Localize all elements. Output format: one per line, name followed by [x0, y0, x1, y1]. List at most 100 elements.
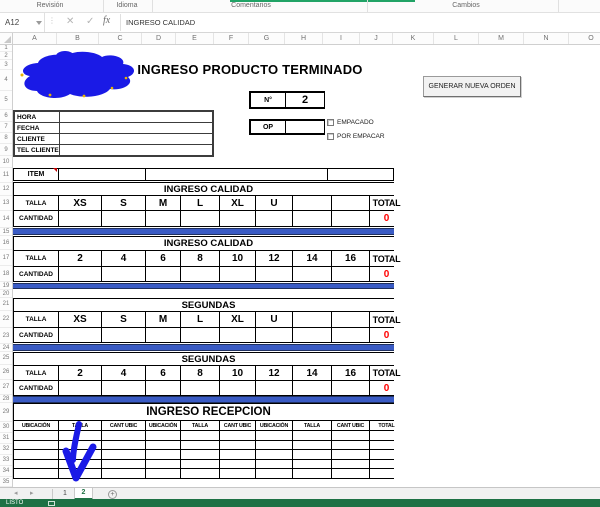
reception-cell[interactable] — [102, 459, 145, 469]
reception-cell[interactable] — [293, 440, 331, 450]
sheet-tab-1[interactable]: 1 — [63, 490, 67, 497]
reception-cell[interactable] — [181, 459, 219, 469]
cancel-icon[interactable]: ✕ — [66, 16, 75, 27]
reception-cell[interactable] — [293, 469, 331, 478]
reception-cell[interactable] — [332, 431, 369, 440]
name-box[interactable]: A12 — [0, 13, 45, 32]
reception-cell[interactable] — [370, 459, 403, 469]
qty-cell[interactable] — [256, 328, 292, 342]
row-header[interactable]: 26 — [0, 365, 12, 380]
qty-cell[interactable] — [102, 211, 145, 226]
reception-cell[interactable] — [370, 469, 403, 478]
macro-record-icon[interactable] — [48, 500, 55, 506]
sheet-nav-left-icon[interactable]: ◂ — [14, 490, 18, 497]
qty-cell[interactable] — [220, 381, 255, 395]
qty-cell[interactable] — [146, 328, 180, 342]
row-header[interactable]: 12 — [0, 183, 12, 196]
reception-cell[interactable] — [220, 459, 255, 469]
reception-cell[interactable] — [146, 469, 180, 478]
reception-cell[interactable] — [256, 440, 292, 450]
reception-cell[interactable] — [14, 450, 58, 459]
ribbon-group-idioma[interactable]: Idioma — [116, 2, 138, 9]
qty-cell[interactable] — [181, 381, 219, 395]
qty-cell[interactable] — [102, 328, 145, 342]
qty-cell[interactable] — [181, 211, 219, 226]
reception-cell[interactable] — [256, 431, 292, 440]
row-header[interactable]: 31 — [0, 433, 12, 444]
reception-cell[interactable] — [370, 440, 403, 450]
row-header[interactable]: 1 — [0, 45, 12, 52]
reception-cell[interactable] — [181, 469, 219, 478]
column-header[interactable]: F — [214, 33, 249, 44]
column-header[interactable]: L — [434, 33, 479, 44]
op-value[interactable] — [286, 121, 324, 133]
reception-cell[interactable] — [181, 440, 219, 450]
reception-cell[interactable] — [102, 431, 145, 440]
column-header[interactable]: D — [142, 33, 176, 44]
qty-cell[interactable] — [59, 267, 101, 281]
row-header[interactable]: 7 — [0, 122, 12, 133]
row-header[interactable]: 35 — [0, 477, 12, 487]
qty-cell[interactable] — [59, 381, 101, 395]
reception-cell[interactable] — [14, 459, 58, 469]
sheet-nav-right-icon[interactable]: ▸ — [30, 490, 34, 497]
row-header[interactable]: 11 — [0, 168, 12, 183]
row-header[interactable]: 2 — [0, 52, 12, 60]
reception-cell[interactable] — [370, 450, 403, 459]
reception-cell[interactable] — [332, 450, 369, 459]
reception-cell[interactable] — [332, 469, 369, 478]
reception-cell[interactable] — [146, 459, 180, 469]
qty-cell[interactable] — [293, 211, 331, 226]
reception-cell[interactable] — [332, 440, 369, 450]
column-header[interactable]: B — [57, 33, 99, 44]
reception-cell[interactable] — [220, 450, 255, 459]
column-header[interactable]: K — [393, 33, 434, 44]
generar-nueva-orden-button[interactable]: GENERAR NUEVA ORDEN — [423, 76, 521, 97]
ribbon-group-revision[interactable]: Revisión — [36, 2, 64, 9]
row-header[interactable]: 10 — [0, 156, 12, 168]
reception-cell[interactable] — [102, 440, 145, 450]
ribbon-group-cambios[interactable]: Cambios — [452, 2, 480, 9]
reception-cell[interactable] — [293, 459, 331, 469]
enter-icon[interactable]: ✓ — [86, 16, 95, 27]
column-header[interactable]: N — [524, 33, 569, 44]
column-header[interactable]: H — [285, 33, 323, 44]
row-header[interactable]: 28 — [0, 395, 12, 403]
qty-cell[interactable] — [59, 328, 101, 342]
reception-cell[interactable] — [220, 440, 255, 450]
column-header[interactable]: O — [569, 33, 600, 44]
qty-cell[interactable] — [332, 267, 369, 281]
qty-cell[interactable] — [332, 211, 369, 226]
ribbon-group-comentarios[interactable]: Comentarios — [231, 2, 271, 9]
qty-cell[interactable] — [59, 211, 101, 226]
row-header[interactable]: 8 — [0, 133, 12, 144]
qty-cell[interactable] — [332, 328, 369, 342]
row-header[interactable]: 24 — [0, 344, 12, 352]
reception-cell[interactable] — [14, 431, 58, 440]
reception-cell[interactable] — [14, 469, 58, 478]
order-number-value[interactable]: 2 — [286, 93, 324, 107]
select-all-corner[interactable] — [0, 33, 13, 45]
por-empacar-checkbox[interactable] — [327, 133, 334, 140]
item-cell[interactable] — [328, 169, 393, 180]
name-box-dropdown-icon[interactable] — [36, 21, 42, 25]
row-header[interactable]: 30 — [0, 422, 12, 433]
row-header[interactable]: 16 — [0, 236, 12, 250]
reception-cell[interactable] — [59, 450, 101, 459]
qty-cell[interactable] — [102, 381, 145, 395]
row-header[interactable]: 6 — [0, 110, 12, 122]
qty-cell[interactable] — [332, 381, 369, 395]
row-header[interactable]: 27 — [0, 380, 12, 395]
fecha-value[interactable] — [60, 123, 212, 133]
row-header[interactable]: 18 — [0, 266, 12, 282]
column-header[interactable]: C — [99, 33, 142, 44]
column-header[interactable]: E — [176, 33, 214, 44]
reception-cell[interactable] — [181, 450, 219, 459]
row-header[interactable]: 34 — [0, 466, 12, 477]
row-header[interactable]: 17 — [0, 250, 12, 266]
reception-cell[interactable] — [256, 459, 292, 469]
row-header[interactable]: 22 — [0, 311, 12, 328]
qty-cell[interactable] — [146, 211, 180, 226]
reception-cell[interactable] — [102, 469, 145, 478]
qty-cell[interactable] — [220, 211, 255, 226]
